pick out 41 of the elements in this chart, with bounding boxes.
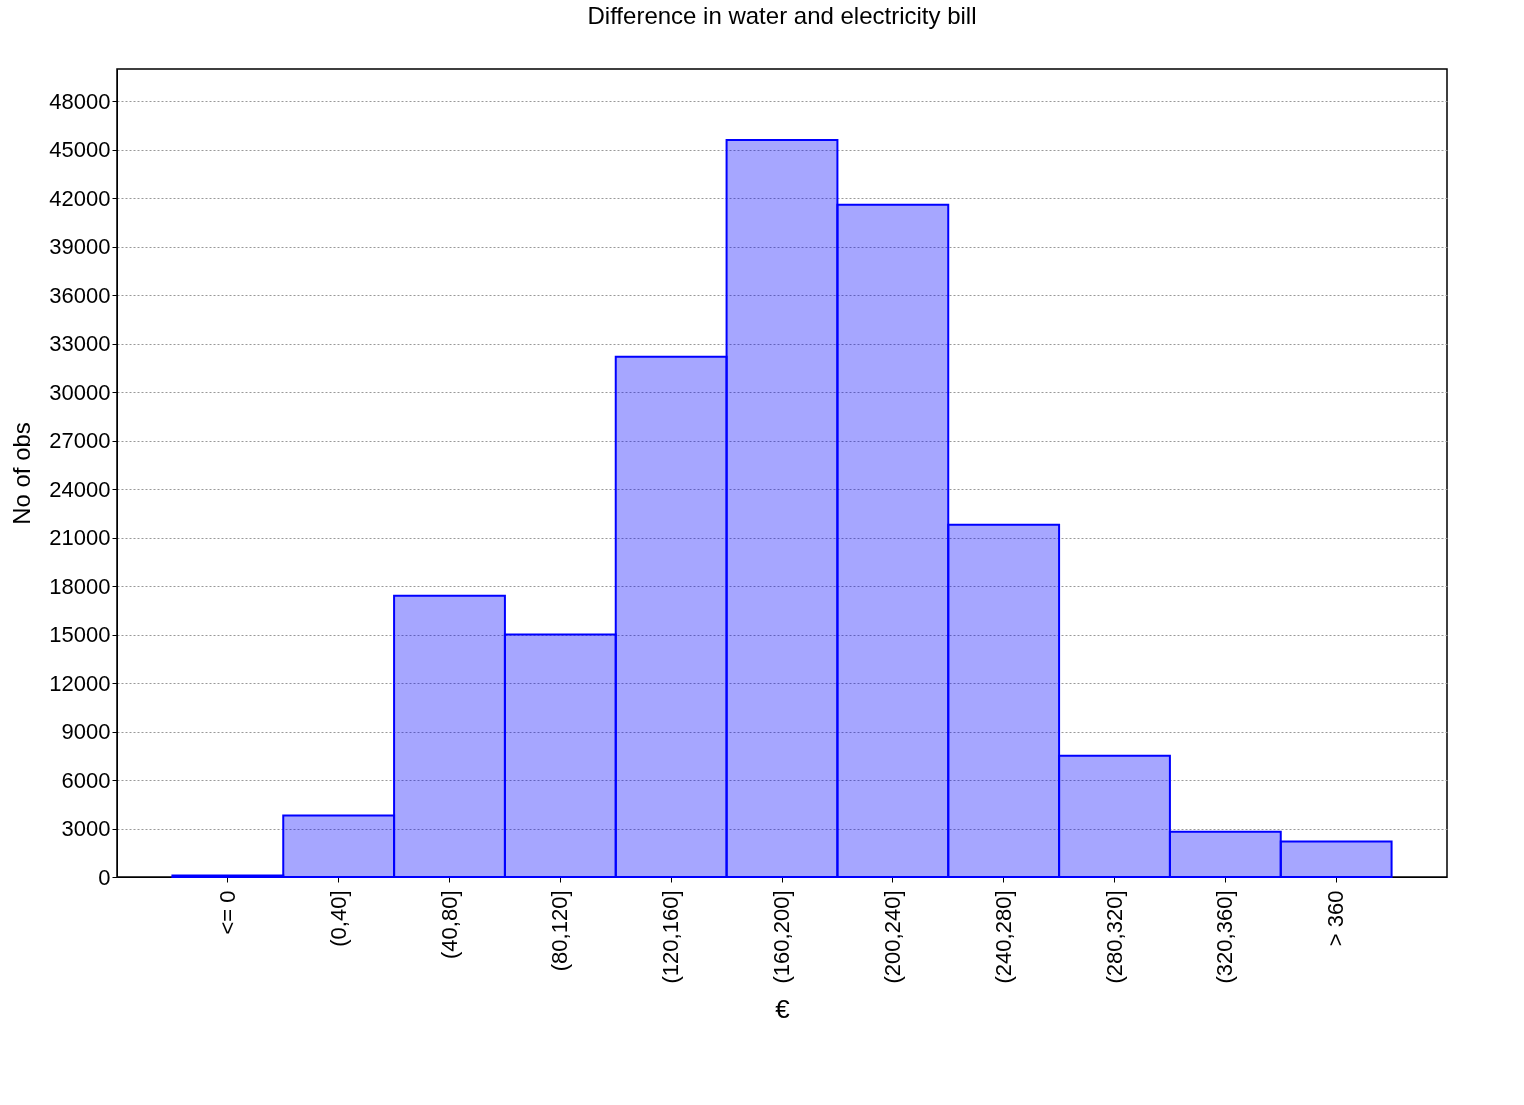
y-tick-label: 3000 (61, 816, 111, 842)
y-tick-label: 39000 (49, 234, 111, 260)
bar (503, 633, 617, 878)
y-tick-label: 42000 (49, 185, 111, 211)
bar (1279, 840, 1393, 878)
x-tick-label: <= 0 (214, 890, 240, 935)
bar (725, 139, 839, 878)
y-tick-label: 24000 (49, 476, 111, 502)
x-tick-label: (120,160] (658, 890, 684, 984)
bar (1058, 754, 1171, 878)
x-tick-label: (80,120] (547, 890, 573, 972)
x-tick-label: > 360 (1323, 890, 1349, 947)
x-tick-label: (40,80] (436, 890, 462, 959)
y-tick-label: 36000 (49, 282, 111, 308)
y-tick-label: 27000 (49, 428, 111, 454)
x-axis-title: € (775, 994, 791, 1025)
y-tick-label: 48000 (49, 88, 111, 114)
y-tick-label: 9000 (61, 719, 111, 745)
bar (282, 814, 396, 878)
bar (947, 523, 1061, 878)
y-tick-label: 30000 (49, 379, 111, 405)
x-tick-label: (160,200] (769, 890, 794, 984)
x-tick-label: (200,240] (879, 890, 905, 984)
y-tick-label: 33000 (49, 331, 111, 357)
y-tick-label: 0 (98, 864, 111, 890)
y-tick-label: 45000 (49, 137, 111, 163)
bar (614, 355, 728, 878)
y-tick-label: 6000 (61, 767, 111, 793)
x-tick-label: (240,280] (990, 890, 1016, 984)
y-tick-label: 21000 (49, 525, 111, 551)
x-tick-label: (320,360] (1212, 890, 1238, 984)
x-tick-label: (0,40] (325, 890, 351, 947)
y-tick-label: 18000 (49, 573, 111, 599)
y-axis-title: No of obs (8, 422, 36, 525)
y-tick-label: 15000 (49, 622, 111, 648)
y-tick-label: 12000 (49, 670, 111, 696)
chart-title: Difference in water and electricity bill (587, 2, 977, 29)
bar (1168, 830, 1282, 878)
x-tick-label: (280,320] (1101, 890, 1127, 984)
bar (393, 594, 506, 878)
bar (836, 203, 950, 878)
